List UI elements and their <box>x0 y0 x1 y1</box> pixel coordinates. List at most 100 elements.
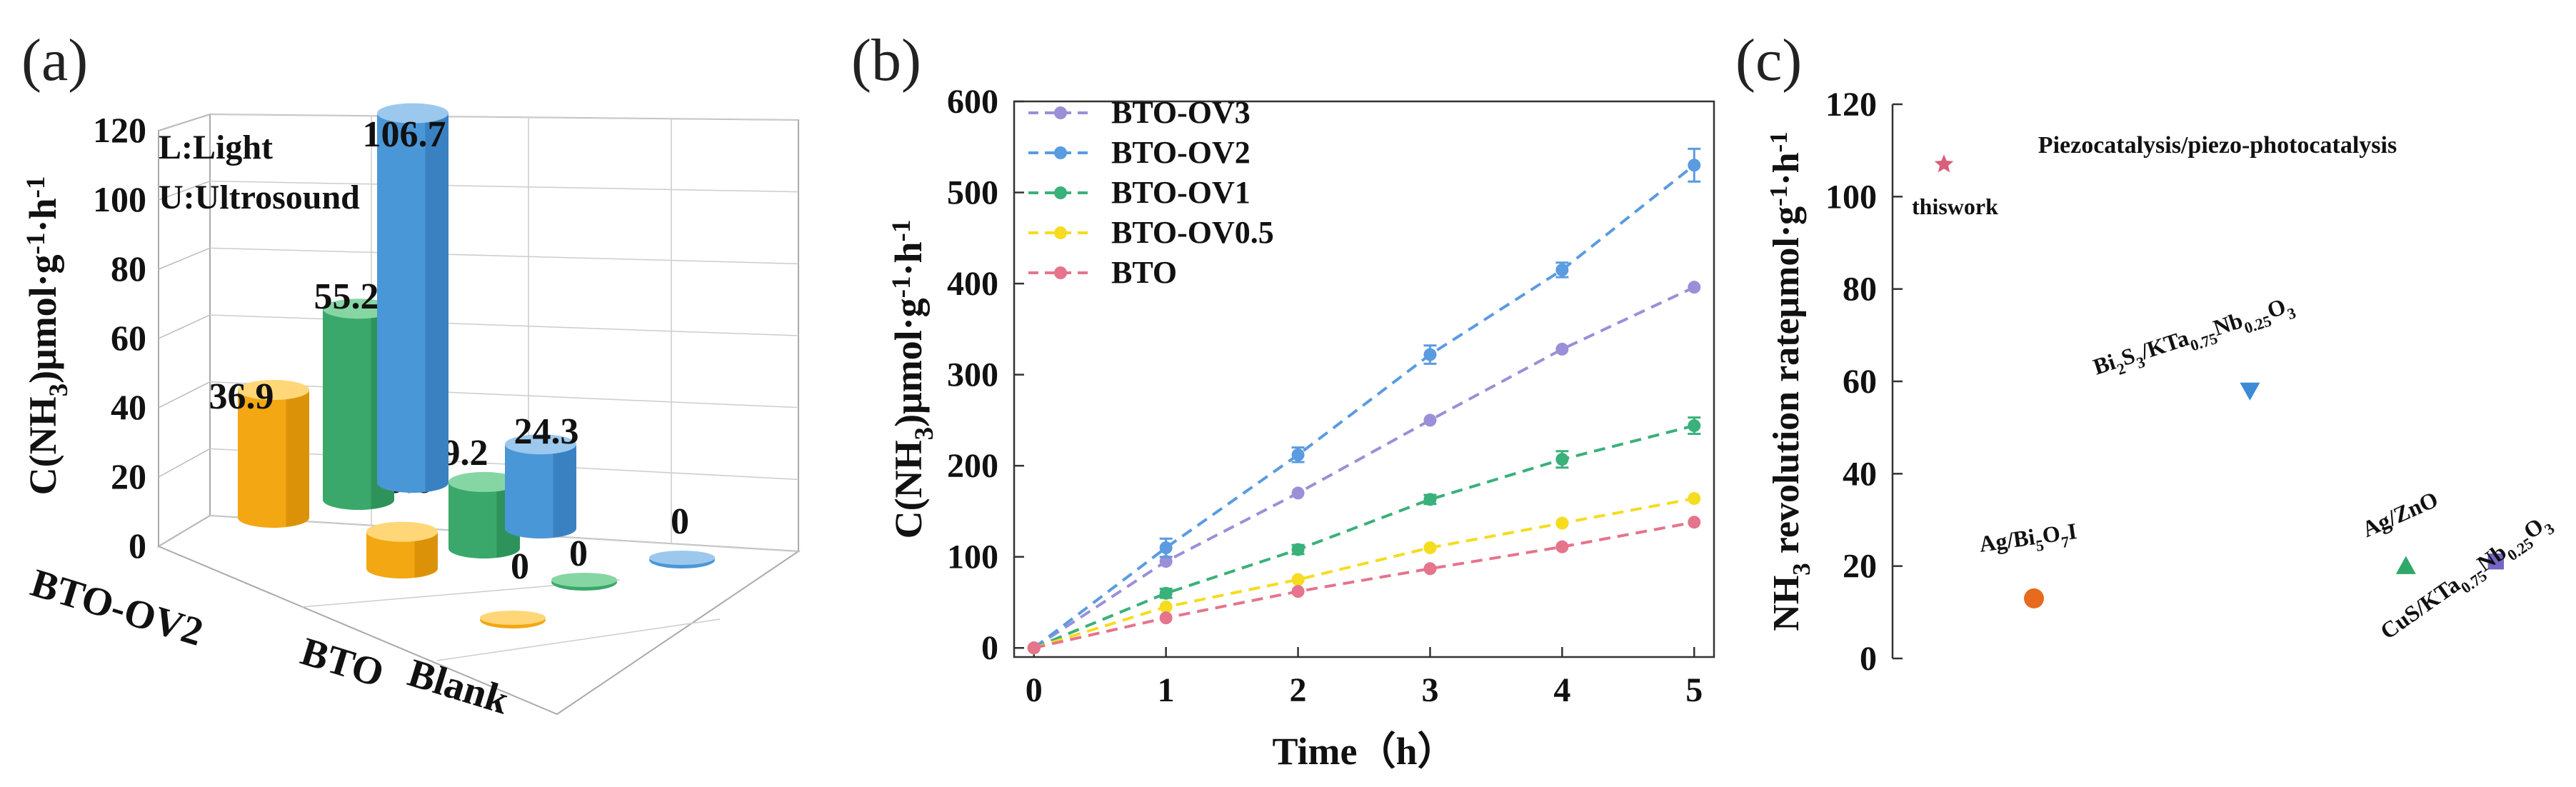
legend-label: BTO-OV2 <box>1111 135 1251 170</box>
scatter-point <box>2487 553 2504 570</box>
text-span: thiswork <box>1912 194 1998 219</box>
bar-value-label: 55.2 <box>314 276 379 317</box>
y-tick-label: 20 <box>1843 548 1877 586</box>
text-span: C(NH <box>887 440 930 538</box>
y-tick-label: 0 <box>129 526 146 566</box>
data-point <box>1159 541 1173 554</box>
y-tick-label: 200 <box>947 447 998 485</box>
series-line <box>1033 424 1695 650</box>
text-span: ·h <box>21 198 64 232</box>
data-point <box>1555 516 1569 530</box>
text-span: NH <box>1766 576 1807 631</box>
y-tick-label: 0 <box>1860 640 1877 678</box>
point-label: Ag/ZnO <box>2358 486 2442 542</box>
panel-letter: (c) <box>1735 27 1802 94</box>
text-span: ·h <box>887 241 930 276</box>
text-span: Ag/ZnO <box>2358 486 2442 542</box>
data-point <box>1555 342 1569 356</box>
text-span: /KTa <box>2137 325 2192 365</box>
bar-cylinder-shade <box>286 390 309 527</box>
text-span: )μmol·g <box>887 298 930 427</box>
text-span: O <box>2040 520 2062 548</box>
x-tick-label: 2 <box>1290 671 1307 709</box>
legend-note: L:Light <box>159 129 273 166</box>
y-tick-label: 60 <box>111 318 146 358</box>
y-tick-label: 60 <box>1843 363 1877 401</box>
bar-value-label: 0 <box>671 501 689 542</box>
x-tick-label: 4 <box>1553 671 1570 709</box>
legend-marker <box>1054 226 1067 239</box>
data-point <box>1555 263 1569 276</box>
point-label: thiswork <box>1912 194 1998 219</box>
y-tick-label: 20 <box>111 456 146 496</box>
panel-letter: (b) <box>851 27 921 94</box>
bar-value-label: 24.3 <box>514 411 579 452</box>
y-tick-label: 100 <box>93 179 146 219</box>
bar-cylinder-top <box>323 299 394 319</box>
bar-cylinder-shade <box>414 531 438 578</box>
legend-label: BTO-OV0.5 <box>1111 215 1274 250</box>
scatter-point <box>1934 154 1954 173</box>
text-span: I <box>2066 518 2078 544</box>
bar-value-label: 36.9 <box>209 376 274 417</box>
x-tick-label: 1 <box>1158 671 1175 709</box>
plot-frame <box>1013 100 1715 658</box>
text-span: Ag/Bi <box>1978 523 2037 557</box>
scatter-point <box>2024 588 2044 608</box>
point-label: Ag/Bi5O7I <box>1978 518 2079 563</box>
series-line <box>1033 286 1695 649</box>
text-span: -1 <box>21 232 51 254</box>
y-tick-label: 120 <box>93 110 146 150</box>
data-point <box>1688 419 1701 433</box>
data-point <box>1688 492 1701 506</box>
y-axis-label: NH3 revolution rateμmol·g-1·h-1 <box>1765 131 1815 631</box>
data-point <box>1688 281 1701 294</box>
text-span: )μmol·g <box>21 254 64 384</box>
bar-value-label: 106.7 <box>363 114 446 155</box>
data-point <box>1555 540 1569 553</box>
scatter-point <box>2395 556 2416 574</box>
bar-zero-disk-top <box>480 611 546 625</box>
data-point <box>1423 562 1437 576</box>
y-tick-label: 300 <box>947 356 998 394</box>
series-line <box>1033 164 1695 649</box>
data-point <box>1291 573 1305 586</box>
series-line <box>1033 521 1695 650</box>
y-tick-label: 80 <box>111 249 146 289</box>
x-tick-label: 3 <box>1421 671 1438 709</box>
text-span: CuS/KTa <box>2375 571 2465 644</box>
y-tick-label: 500 <box>947 174 998 212</box>
gridline <box>158 180 211 201</box>
gridline <box>158 448 211 478</box>
legend-marker <box>1054 106 1067 119</box>
y-tick-label: 100 <box>947 538 998 576</box>
bar-cylinder-top <box>377 103 448 124</box>
legend-marker <box>1054 266 1067 279</box>
bar-value-label: 0 <box>569 533 588 574</box>
x-tick-label: 0 <box>1026 671 1043 709</box>
legend-note: U:Ultrosound <box>159 179 360 216</box>
row-label: BTO-OV2 <box>26 561 208 655</box>
data-point <box>1423 348 1437 361</box>
text-span: 3 <box>2285 304 2298 323</box>
text-span: -1 <box>1765 131 1793 152</box>
y-tick-label: 80 <box>1843 271 1877 309</box>
text-span: 3 <box>910 427 939 441</box>
data-point <box>1159 611 1173 625</box>
text-span: 5 <box>2035 536 2045 555</box>
series-line <box>1033 497 1695 650</box>
text-span: -1 <box>1765 186 1793 206</box>
point-label: Bi2S3/KTa0.75Nb0.25O3 <box>2090 291 2297 385</box>
data-point <box>1423 541 1437 554</box>
y-tick-label: 400 <box>947 265 998 303</box>
x-tick-label: 5 <box>1685 671 1703 709</box>
text-span: -1 <box>21 176 51 199</box>
gridline <box>436 618 721 661</box>
bar-cylinder-shade <box>553 444 576 538</box>
legend-marker <box>1054 186 1067 199</box>
data-point <box>1159 586 1173 600</box>
data-point <box>1159 600 1173 613</box>
legend-label: BTO-OV1 <box>1111 175 1251 210</box>
y-tick-label: 120 <box>1825 86 1877 124</box>
